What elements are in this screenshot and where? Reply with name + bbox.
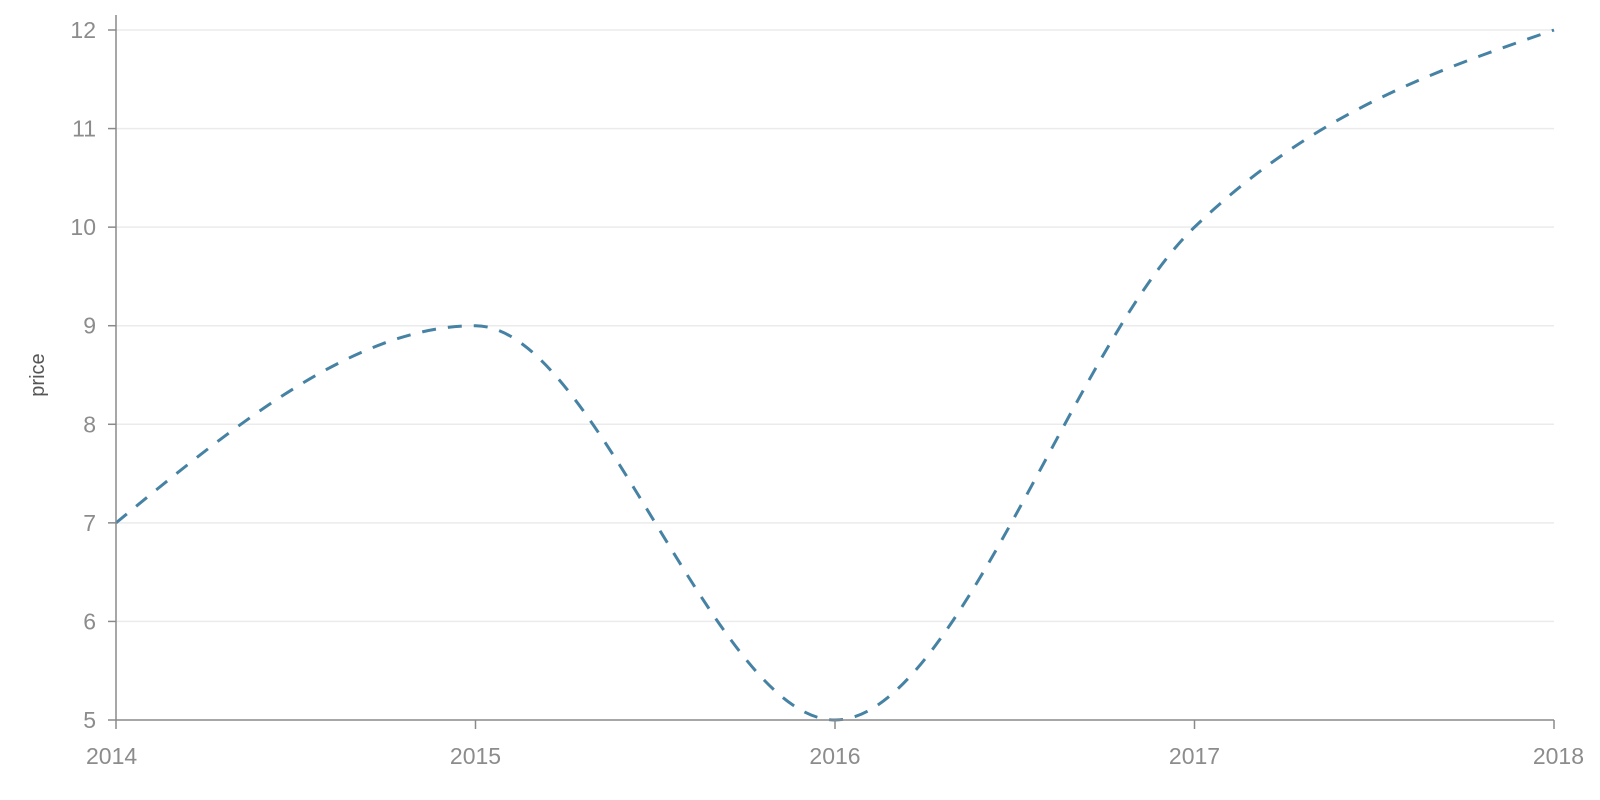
y-tick-label-10: 10 bbox=[70, 214, 96, 240]
series-line-0 bbox=[115, 28, 1555, 722]
gridlines bbox=[116, 29, 1554, 623]
x-tick-label-2016: 2016 bbox=[809, 743, 860, 769]
y-axis-title: price bbox=[27, 353, 49, 396]
y-tick-label-7: 7 bbox=[83, 510, 96, 536]
x-axis-ticks: 2014 2015 2016 2017 2018 bbox=[86, 720, 1584, 769]
y-axis-ticks: 5 6 7 8 9 10 11 12 bbox=[70, 17, 116, 733]
x-tick-label-2017: 2017 bbox=[1169, 743, 1220, 769]
y-tick-label-8: 8 bbox=[83, 411, 96, 437]
x-tick-label-2018: 2018 bbox=[1533, 743, 1584, 769]
y-tick-label-9: 9 bbox=[83, 313, 96, 339]
y-tick-label-12: 12 bbox=[70, 17, 96, 43]
y-tick-label-5: 5 bbox=[83, 707, 96, 733]
x-tick-label-2015: 2015 bbox=[450, 743, 501, 769]
y-tick-label-6: 6 bbox=[83, 608, 96, 634]
x-tick-label-2014: 2014 bbox=[86, 743, 137, 769]
series-layer bbox=[115, 28, 1555, 722]
y-tick-label-11: 11 bbox=[72, 116, 96, 142]
